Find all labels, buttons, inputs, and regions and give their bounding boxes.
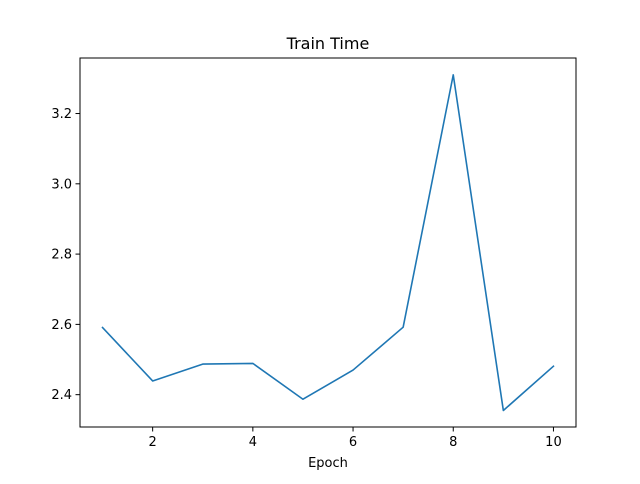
x-tick-label: 2	[149, 435, 157, 450]
x-axis: 2 4 6 8 10	[149, 427, 562, 450]
y-tick-label: 3.0	[51, 177, 72, 192]
y-tick-label: 2.4	[51, 388, 72, 403]
x-axis-label: Epoch	[308, 456, 348, 471]
y-axis: 2.4 2.6 2.8 3.0 3.2	[51, 107, 80, 403]
x-tick-label: 4	[249, 435, 257, 450]
series-line-1	[101, 74, 555, 412]
y-tick-label: 2.6	[51, 318, 72, 333]
y-tick-label: 2.8	[51, 248, 72, 263]
y-tick-label: 3.2	[51, 107, 72, 122]
plot-frame	[79, 57, 577, 428]
plot-area	[79, 57, 577, 428]
chart-title: Train Time	[286, 34, 370, 53]
x-tick-label: 6	[349, 435, 357, 450]
x-tick-label: 10	[545, 435, 562, 450]
x-tick-label: 8	[449, 435, 457, 450]
